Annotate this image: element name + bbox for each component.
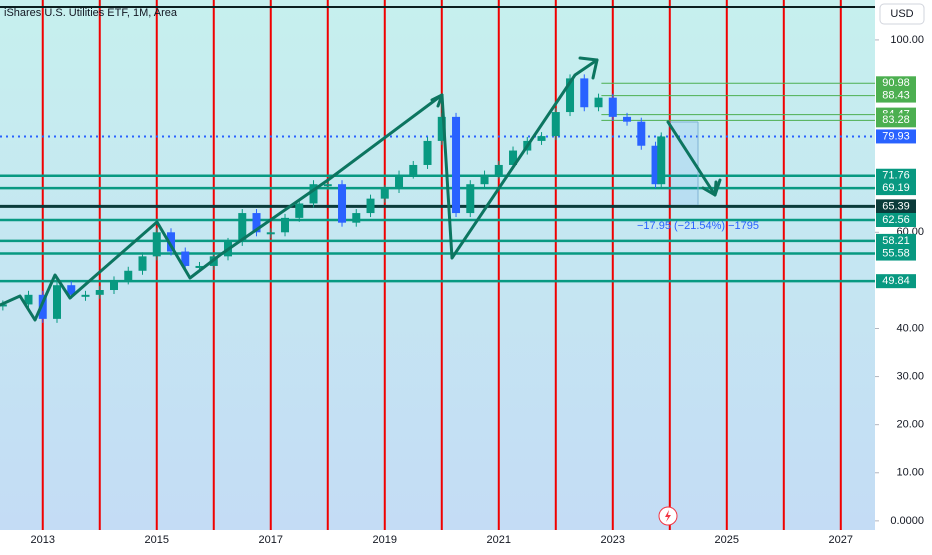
level-tag xyxy=(876,88,916,103)
candle xyxy=(423,140,432,165)
candle xyxy=(566,78,575,113)
candle xyxy=(266,232,275,235)
candle xyxy=(124,270,133,281)
trend-drawings xyxy=(0,56,722,322)
candle xyxy=(551,112,560,137)
candle xyxy=(623,116,632,122)
candle xyxy=(637,121,646,146)
level-tag xyxy=(876,113,916,128)
candle xyxy=(509,150,518,165)
level-tag-label: 90.98 xyxy=(882,77,910,89)
candle xyxy=(295,203,304,218)
level-tag xyxy=(876,246,916,261)
candle xyxy=(110,280,119,291)
level-tag xyxy=(876,199,916,214)
measure-area xyxy=(668,122,698,205)
candle xyxy=(53,285,62,319)
x-tick-label: 2017 xyxy=(259,534,283,546)
candle xyxy=(409,164,418,175)
candle xyxy=(480,174,489,185)
level-tag xyxy=(876,274,916,289)
candle xyxy=(466,184,475,214)
candle xyxy=(352,213,361,223)
candle xyxy=(452,116,461,214)
time-axis xyxy=(0,530,875,550)
x-tick-label: 2023 xyxy=(601,534,625,546)
candle xyxy=(537,136,546,141)
level-tag-label: 55.58 xyxy=(882,247,910,259)
candle xyxy=(309,184,318,204)
candle xyxy=(152,232,161,257)
y-tick-label: 0.0000 xyxy=(890,515,924,527)
level-tag xyxy=(876,76,916,91)
candle xyxy=(338,184,347,223)
candle xyxy=(395,174,404,190)
currency-label: USD xyxy=(890,8,913,20)
level-tag-label: 69.19 xyxy=(882,182,910,194)
level-tag xyxy=(876,129,916,144)
level-tag xyxy=(876,181,916,196)
candle xyxy=(38,294,47,319)
currency-button[interactable] xyxy=(879,3,925,25)
level-tag-label: 49.84 xyxy=(882,275,910,287)
y-tick-label: 20.00 xyxy=(896,419,924,431)
measure-label: −17.95 (−21.54%) −1795 xyxy=(637,220,759,232)
x-tick-label: 2019 xyxy=(373,534,397,546)
level-tag xyxy=(876,233,916,248)
level-tag-label: 88.43 xyxy=(882,89,910,101)
level-tag-label: 65.39 xyxy=(882,200,910,212)
y-tick-label: 40.00 xyxy=(896,322,924,334)
candle xyxy=(494,164,503,175)
chart-title: iShares U.S. Utilities ETF, 1M, Area xyxy=(4,7,178,19)
candle xyxy=(67,285,76,295)
x-tick-label: 2015 xyxy=(145,534,169,546)
plot-background xyxy=(0,0,875,530)
candle xyxy=(252,213,261,233)
level-tag-label: 71.76 xyxy=(882,170,910,182)
level-tag-label: 58.21 xyxy=(882,235,910,247)
candle xyxy=(608,97,617,117)
candle xyxy=(366,198,375,214)
candle xyxy=(24,294,33,305)
candle xyxy=(95,290,104,295)
level-tag xyxy=(876,212,916,227)
candle xyxy=(657,136,666,185)
x-tick-label: 2025 xyxy=(715,534,739,546)
candle xyxy=(594,97,603,108)
candle xyxy=(0,304,7,307)
level-tag xyxy=(876,168,916,183)
x-tick-label: 2013 xyxy=(31,534,55,546)
y-tick-label: 100.00 xyxy=(890,34,924,46)
y-tick-label: 30.00 xyxy=(896,370,924,382)
candle xyxy=(195,265,204,268)
level-tag-label: 83.28 xyxy=(882,114,910,126)
candle xyxy=(81,294,90,297)
candle xyxy=(380,189,389,199)
level-tag-label: 62.56 xyxy=(882,214,910,226)
x-tick-label: 2021 xyxy=(487,534,511,546)
candle xyxy=(181,251,190,266)
x-tick-label: 2027 xyxy=(829,534,853,546)
event-icon-bolt xyxy=(665,510,671,522)
candle xyxy=(138,256,147,271)
candle xyxy=(580,78,589,108)
level-tag-label: 79.93 xyxy=(882,130,910,142)
y-tick-label: 10.00 xyxy=(896,467,924,479)
candle xyxy=(323,184,332,187)
candle xyxy=(281,217,290,233)
candle xyxy=(238,213,247,242)
candle xyxy=(651,145,660,185)
candle xyxy=(167,232,176,252)
candle xyxy=(437,116,446,141)
